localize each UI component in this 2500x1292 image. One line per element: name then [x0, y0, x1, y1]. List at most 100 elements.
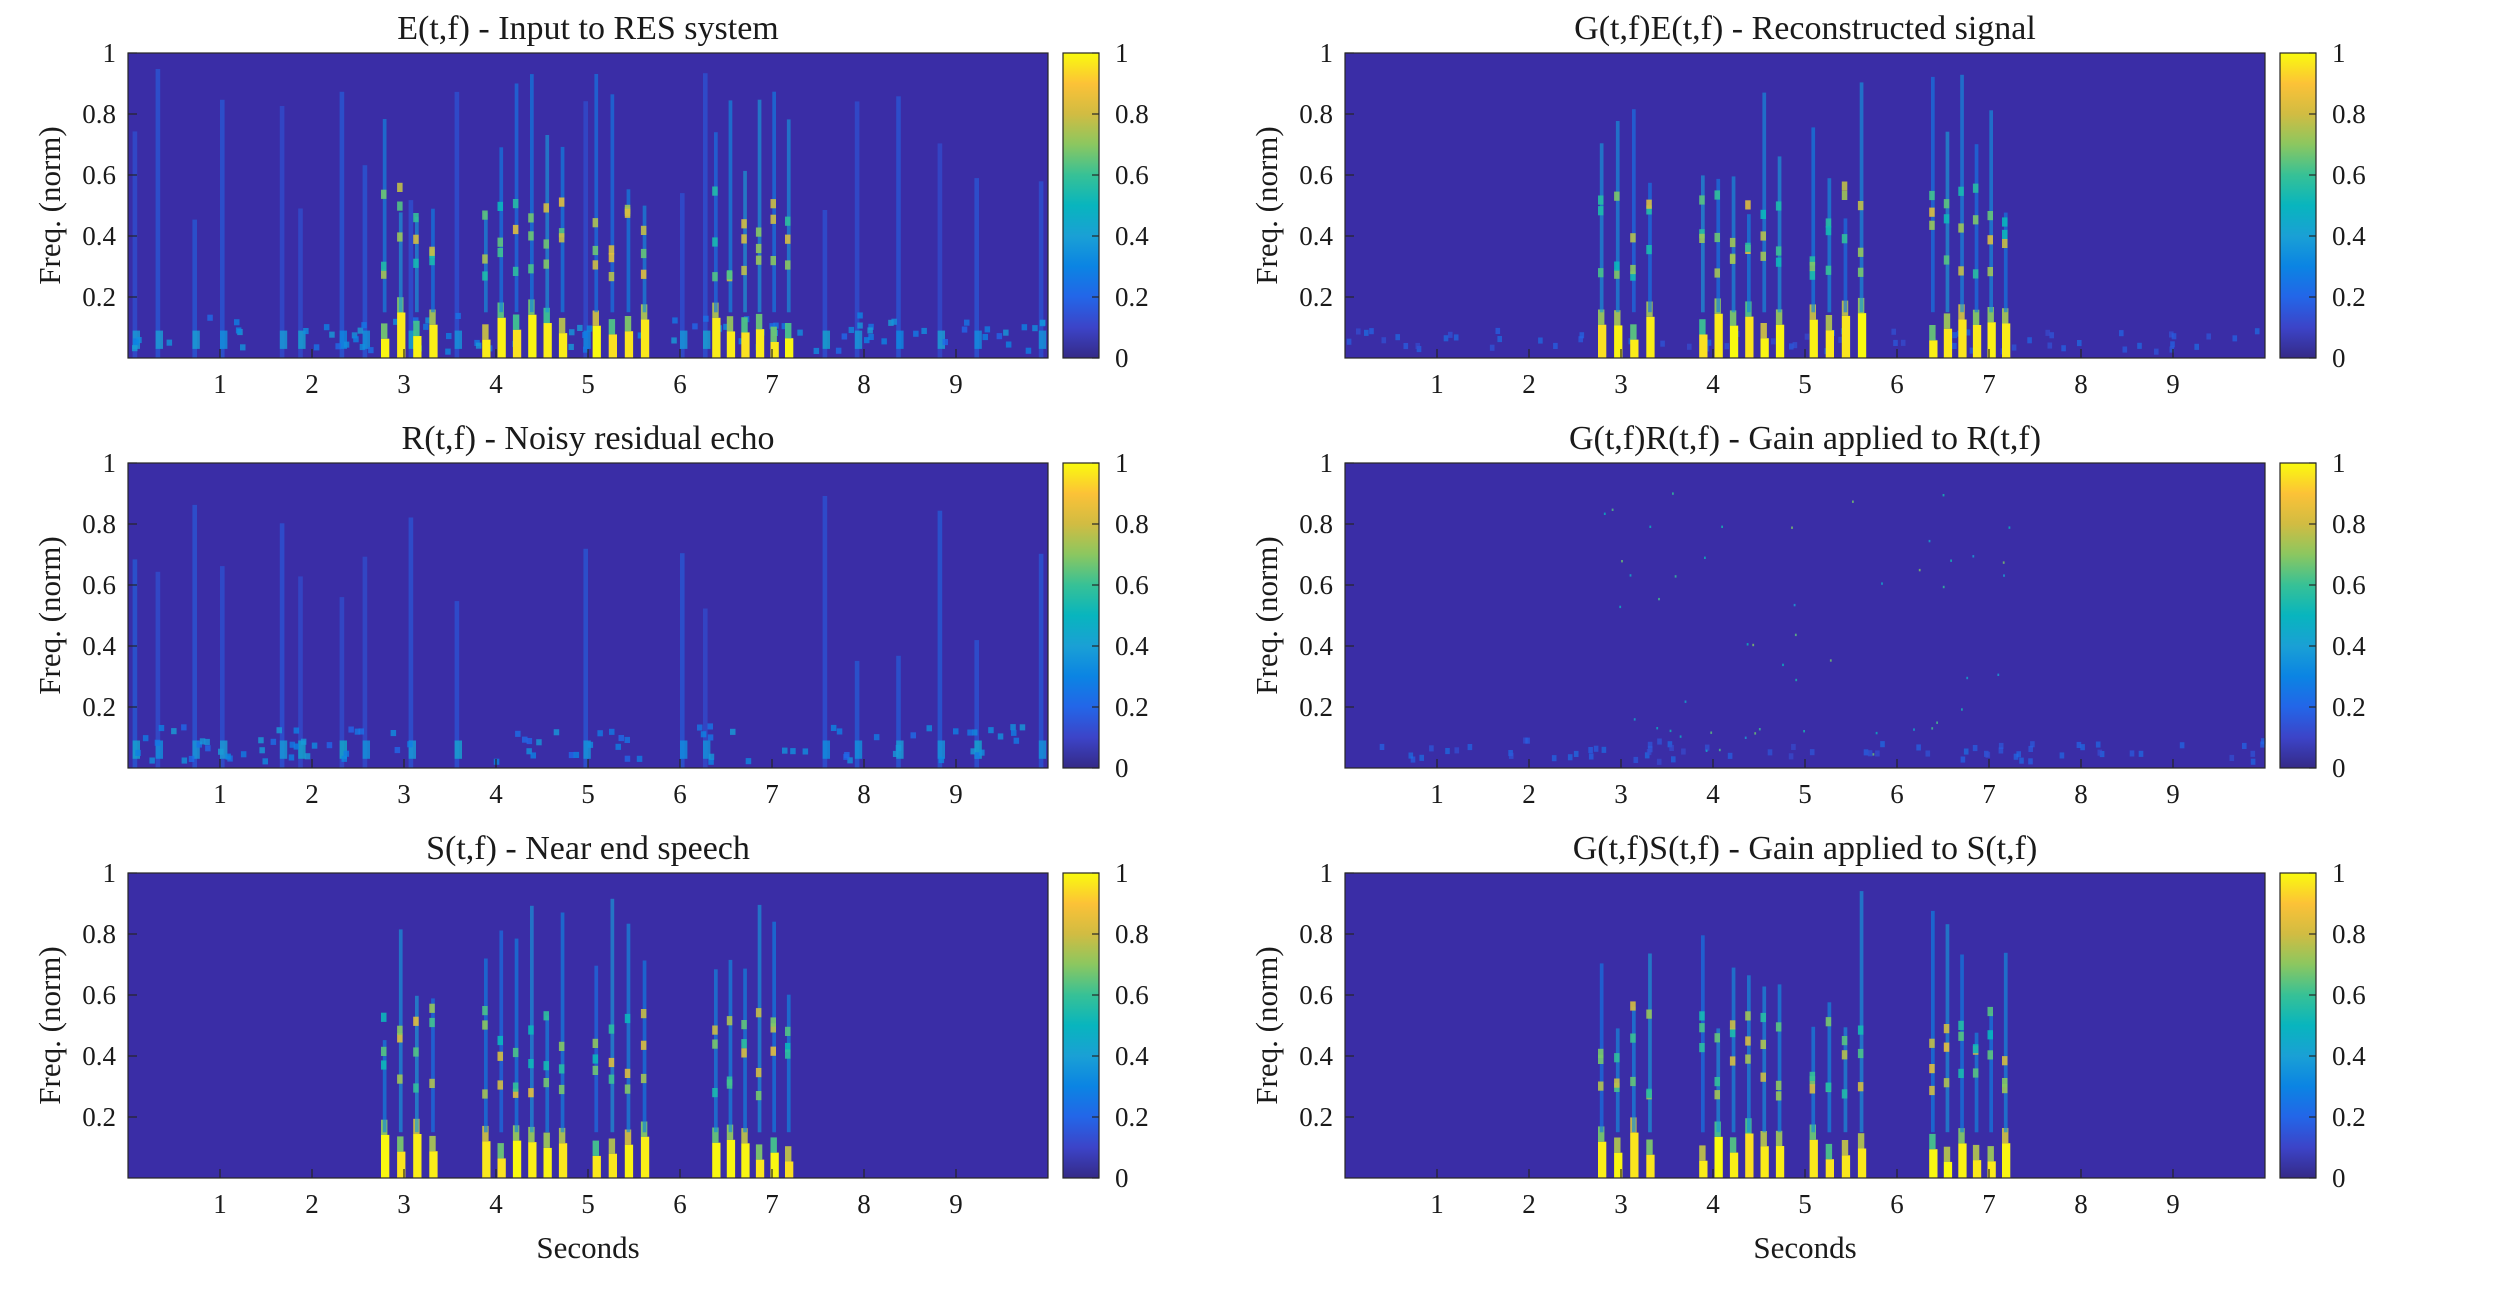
spectrogram-cell — [415, 995, 419, 1133]
spectrogram-cell — [512, 1140, 522, 1178]
spectrogram-background — [1345, 53, 2265, 358]
spectrogram-cell — [1699, 195, 1705, 205]
spectrogram-cell — [1966, 676, 1969, 680]
spectrogram-cell — [712, 237, 718, 247]
spectrogram-cell — [700, 731, 707, 738]
y-tick-label: 1 — [1320, 38, 1334, 68]
spectrogram-cell — [482, 1006, 488, 1016]
spectrogram-cell — [155, 571, 161, 768]
spectrogram-cell — [454, 601, 460, 768]
spectrogram-cell — [528, 1088, 534, 1098]
spectrogram-cell — [1916, 744, 1921, 751]
spectrogram-cell — [974, 752, 981, 759]
spectrogram-cell — [867, 327, 873, 334]
colorbar-tick-label: 0.8 — [1115, 99, 1149, 129]
spectrogram-cell — [712, 186, 718, 196]
spectrogram-cell — [381, 1060, 387, 1070]
spectrogram-cell — [543, 307, 550, 324]
spectrogram-cell — [522, 736, 528, 743]
spectrogram-cell — [680, 330, 688, 349]
spectrogram-cell — [1958, 1143, 1967, 1178]
x-tick-label: 1 — [1430, 369, 1444, 399]
spectrogram-cell — [1972, 555, 1975, 558]
spectrogram-cell — [429, 1017, 435, 1028]
spectrogram-cell — [543, 239, 549, 249]
spectrogram-cell — [1974, 1032, 1979, 1133]
spectrogram-cell — [2019, 757, 2024, 764]
spectrogram-cell — [1827, 1002, 1832, 1133]
spectrogram-cell — [1724, 343, 1730, 350]
spectrogram-cell — [785, 323, 792, 339]
spectrogram-cell — [741, 1020, 747, 1030]
spectrogram-cell — [2002, 561, 2005, 564]
colorbar-tick-label: 0.2 — [1115, 1102, 1149, 1132]
spectrogram-cell — [692, 323, 698, 330]
spectrogram-cell — [497, 247, 503, 258]
spectrogram-cell — [608, 245, 615, 255]
colorbar-tick-label: 1 — [1115, 858, 1129, 888]
spectrogram-cell — [1429, 745, 1434, 752]
spectrogram-cell — [1792, 342, 1798, 349]
spectrogram-cell — [1443, 335, 1449, 342]
spectrogram-cell — [937, 330, 945, 349]
y-tick-label: 0.2 — [82, 282, 116, 312]
spectrogram-cell — [785, 216, 791, 226]
spectrogram-cell — [1770, 338, 1776, 345]
spectrogram-cell — [454, 91, 460, 359]
spectrogram-cell — [1630, 1033, 1636, 1043]
x-tick-label: 9 — [2166, 1189, 2180, 1219]
spectrogram-cell — [413, 234, 419, 244]
spectrogram-cell — [499, 930, 504, 1133]
spectrogram-cell — [854, 740, 863, 759]
spectrogram-cell — [220, 566, 225, 768]
spectrogram-cell — [1747, 214, 1751, 313]
spectrogram-cell — [1727, 752, 1733, 759]
spectrogram-cell — [1630, 1076, 1636, 1087]
spectrogram-cell — [680, 193, 685, 358]
spectrogram-cell — [429, 324, 438, 358]
spectrogram-cell — [1646, 749, 1652, 756]
spectrogram-cell — [1448, 331, 1453, 338]
spectrogram-cell — [888, 319, 894, 326]
spectrogram-cell — [726, 316, 734, 332]
spectrogram-cell — [2119, 330, 2124, 337]
spectrogram-cell — [1987, 211, 1993, 221]
spectrogram-cell — [196, 741, 202, 748]
spectrogram-cell — [1775, 309, 1783, 325]
x-tick-label: 6 — [1890, 1189, 1904, 1219]
spectrogram-cell — [1760, 251, 1766, 261]
spectrogram-cell — [583, 346, 589, 353]
spectrogram-cell — [132, 131, 138, 358]
spectrogram-cells — [132, 496, 1047, 768]
spectrogram-cell — [1891, 328, 1896, 335]
spectrogram-cells — [381, 898, 794, 1178]
spectrogram-cell — [1960, 954, 1964, 1133]
spectrogram-cell — [640, 319, 650, 358]
spectrogram-cell — [329, 331, 335, 338]
spectrogram-cell — [1793, 603, 1796, 607]
spectrogram-cell — [1495, 327, 1501, 334]
spectrogram-cell — [1010, 724, 1016, 731]
spectrogram-cell — [397, 312, 406, 358]
spectrogram-cell — [1925, 750, 1931, 757]
spectrogram-cell — [1880, 741, 1885, 748]
x-axis-label: Seconds — [536, 1230, 639, 1265]
spectrogram-cell — [1598, 1141, 1607, 1178]
spectrogram-cell — [1754, 732, 1757, 735]
spectrogram-cell — [770, 1017, 776, 1027]
colorbar-tick-label: 0.8 — [2332, 919, 2366, 949]
spectrogram-cell — [1929, 220, 1935, 230]
spectrogram-cell — [497, 1051, 503, 1061]
spectrogram-cell — [568, 343, 574, 350]
spectrogram-cell — [1553, 342, 1558, 349]
spectrogram-cell — [1021, 324, 1028, 331]
spectrogram-cell — [1701, 175, 1705, 313]
spectrogram-cell — [397, 1151, 406, 1178]
y-tick-label: 0.8 — [82, 99, 116, 129]
spectrogram-cell — [770, 214, 776, 224]
spectrogram-cell — [1578, 336, 1583, 343]
spectrogram-cell — [313, 344, 320, 351]
spectrogram-cell — [2045, 329, 2050, 336]
x-tick-label: 8 — [857, 1189, 871, 1219]
colorbar-tick-label: 0.2 — [1115, 692, 1149, 722]
